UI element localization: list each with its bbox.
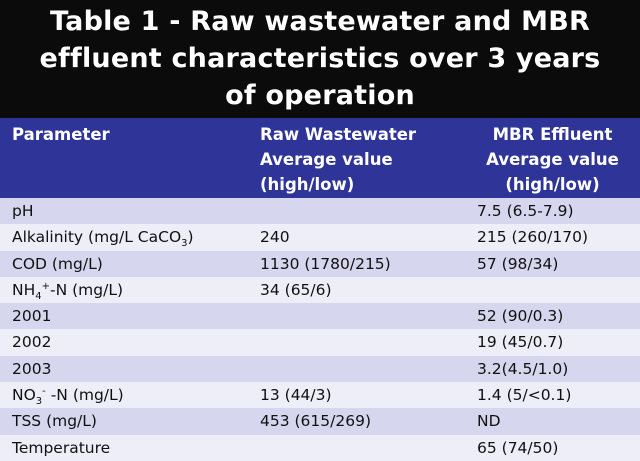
param-text-end: ) xyxy=(187,228,194,247)
table-header: Parameter Raw Wastewater Average value (… xyxy=(0,118,640,198)
param-text: NO xyxy=(12,386,36,405)
cell-raw: 453 (615/269) xyxy=(260,412,371,431)
param-subscript: 4 xyxy=(35,290,42,302)
header-mbr-line-3: (high/low) xyxy=(505,175,600,194)
title-line-2: effluent characteristics over 3 years xyxy=(39,43,601,74)
param-text-end: -N (mg/L) xyxy=(50,280,124,299)
cell-parameter: 2001 xyxy=(12,307,52,326)
cell-raw xyxy=(250,198,465,224)
table-row: Alkalinity (mg/L CaCO3) 240 215 (260/170… xyxy=(0,224,640,251)
cell-parameter: 2003 xyxy=(12,359,52,378)
cell-mbr: 215 (260/170) xyxy=(477,228,588,247)
cell-raw: 240 xyxy=(260,228,290,247)
cell-raw xyxy=(250,435,465,461)
title-line-1: Table 1 - Raw wastewater and MBR xyxy=(50,6,590,37)
cell-mbr xyxy=(465,277,640,303)
cell-parameter: 2002 xyxy=(12,333,52,352)
table-row: 2001 52 (90/0.3) xyxy=(0,303,640,330)
param-superscript: - xyxy=(42,385,46,397)
table-row: COD (mg/L) 1130 (1780/215) 57 (98/34) xyxy=(0,250,640,277)
cell-mbr: 65 (74/50) xyxy=(477,438,559,457)
cell-parameter: NH4+-N (mg/L) xyxy=(0,277,250,303)
table-row: 2003 3.2(4.5/1.0) xyxy=(0,355,640,383)
cell-parameter: TSS (mg/L) xyxy=(12,412,97,431)
table-row: TSS (mg/L) 453 (615/269) ND xyxy=(0,408,640,435)
param-subscript: 3 xyxy=(181,238,188,250)
table-row: pH 7.5 (6.5-7.9) xyxy=(0,198,640,225)
header-mbr-line-1: MBR Effluent xyxy=(492,125,613,144)
table-row: NO3- -N (mg/L) 13 (44/3) 1.4 (5/<0.1) xyxy=(0,382,640,409)
param-text-end: -N (mg/L) xyxy=(45,386,124,405)
cell-parameter: pH xyxy=(12,202,34,220)
header-raw-line-2: Average value xyxy=(260,150,393,169)
header-mbr-effluent: MBR Effluent Average value (high/low) xyxy=(465,122,640,198)
cell-mbr: 7.5 (6.5-7.9) xyxy=(477,202,574,220)
header-raw-line-1: Raw Wastewater xyxy=(260,125,417,144)
cell-parameter: Temperature xyxy=(12,438,111,457)
header-raw-line-3: (high/low) xyxy=(260,175,355,194)
cell-mbr: ND xyxy=(477,412,501,431)
cell-raw xyxy=(250,356,465,382)
param-superscript: + xyxy=(41,280,51,292)
cell-parameter: Alkalinity (mg/L CaCO3) xyxy=(0,224,250,250)
cell-raw xyxy=(250,329,465,355)
cell-raw: 34 (65/6) xyxy=(260,280,332,299)
cell-mbr: 57 (98/34) xyxy=(477,254,559,273)
cell-raw xyxy=(250,303,465,329)
cell-mbr: 52 (90/0.3) xyxy=(477,307,564,326)
table-row: NH4+-N (mg/L) 34 (65/6) xyxy=(0,276,640,304)
cell-parameter: NO3- -N (mg/L) xyxy=(0,382,250,408)
param-text: NH xyxy=(12,280,36,299)
table-row: Temperature 65 (74/50) xyxy=(0,434,640,461)
table-title: Table 1 - Raw wastewater and MBR effluen… xyxy=(0,0,640,118)
table-body: pH 7.5 (6.5-7.9) Alkalinity (mg/L CaCO3)… xyxy=(0,198,640,461)
cell-parameter: COD (mg/L) xyxy=(12,254,103,273)
cell-mbr: 3.2(4.5/1.0) xyxy=(477,359,569,378)
title-line-3: of operation xyxy=(225,80,415,111)
header-parameter: Parameter xyxy=(12,125,110,144)
header-raw-wastewater: Raw Wastewater Average value (high/low) xyxy=(250,122,465,198)
param-subscript: 3 xyxy=(35,396,43,408)
param-text: Alkalinity (mg/L CaCO xyxy=(12,228,182,247)
cell-raw: 1130 (1780/215) xyxy=(260,254,391,273)
cell-mbr: 1.4 (5/<0.1) xyxy=(477,386,572,405)
cell-raw: 13 (44/3) xyxy=(260,386,332,405)
table-row: 2002 19 (45/0.7) xyxy=(0,329,640,356)
cell-mbr: 19 (45/0.7) xyxy=(477,333,564,352)
header-mbr-line-2: Average value xyxy=(486,150,619,169)
